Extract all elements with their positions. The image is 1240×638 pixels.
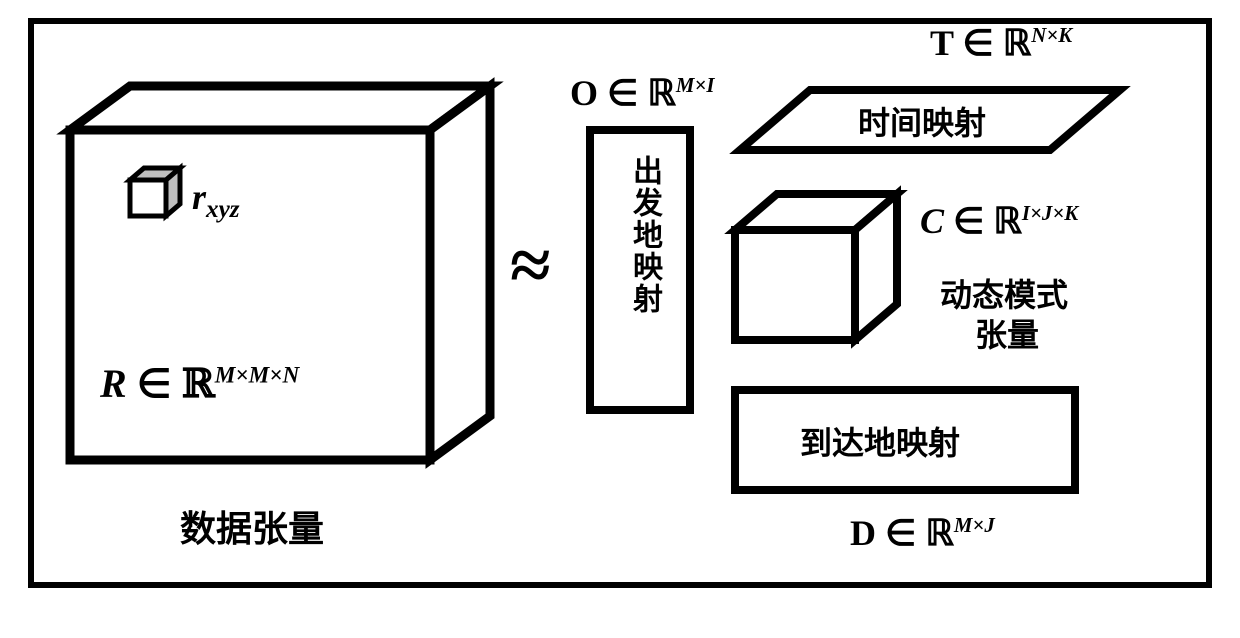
T-formula: T ∈ ℝN×K — [930, 22, 1072, 64]
C-caption-line2: 张量 — [975, 310, 1039, 356]
r-xyz-label: rxyz — [192, 176, 240, 224]
R-formula: R ∈ ℝM×M×N — [100, 360, 299, 407]
O-caption: 出发地映射 — [622, 155, 666, 315]
C-formula: C ∈ ℝI×J×K — [920, 200, 1078, 242]
T-caption: 时间映射 — [858, 98, 986, 144]
data-tensor-caption: 数据张量 — [180, 500, 324, 552]
approx-symbol: ≈ — [510, 224, 551, 309]
D-formula: D ∈ ℝM×J — [850, 512, 995, 554]
D-caption: 到达地映射 — [800, 418, 960, 464]
O-formula: O ∈ ℝM×I — [570, 72, 714, 114]
